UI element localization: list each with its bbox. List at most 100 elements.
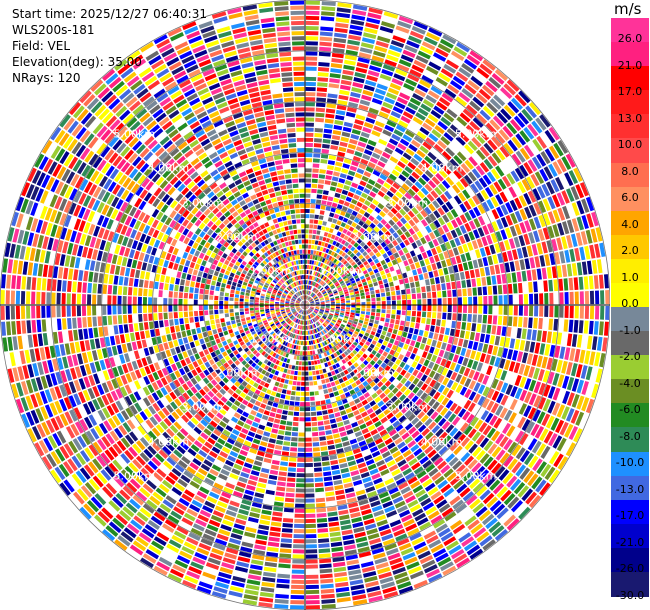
radar-gate xyxy=(277,434,284,440)
radar-gate xyxy=(484,354,491,364)
radar-gate xyxy=(580,365,588,379)
radar-gate xyxy=(291,390,296,396)
radar-gate xyxy=(440,358,447,367)
radar-gate xyxy=(341,359,347,365)
radar-gate xyxy=(248,344,254,350)
radar-gate xyxy=(195,453,205,462)
radar-gate xyxy=(120,469,132,481)
radar-gate xyxy=(416,317,421,323)
radar-gate xyxy=(239,503,251,511)
radar-gate xyxy=(325,356,330,362)
radar-gate xyxy=(159,282,164,290)
radar-gate xyxy=(295,306,300,309)
radar-gate xyxy=(20,198,29,213)
radar-gate xyxy=(443,351,450,359)
radar-gate xyxy=(301,366,305,371)
radar-gate xyxy=(432,363,439,372)
radar-gate xyxy=(125,407,134,418)
radar-gate xyxy=(343,539,355,546)
radar-gate xyxy=(306,320,309,325)
radar-gate xyxy=(41,278,47,291)
radar-gate xyxy=(319,319,324,323)
radar-gate xyxy=(136,241,143,251)
radar-gate xyxy=(141,528,155,539)
radar-gate xyxy=(278,563,291,569)
radar-gate xyxy=(39,347,46,361)
radar-gate xyxy=(571,334,578,347)
radar-gate xyxy=(190,527,203,537)
radar-gate xyxy=(219,257,226,263)
radar-gate xyxy=(124,384,133,395)
radar-gate xyxy=(209,552,223,561)
radar-gate xyxy=(260,309,265,312)
radar-gate xyxy=(270,526,281,532)
radar-gate xyxy=(166,543,180,554)
radar-gate xyxy=(285,324,289,329)
radar-gate xyxy=(290,447,298,452)
radar-gate xyxy=(452,460,463,471)
radar-gate xyxy=(258,424,266,430)
radar-gate xyxy=(310,313,314,318)
radar-gate xyxy=(305,371,309,376)
radar-gate xyxy=(172,435,182,444)
radar-gate xyxy=(248,325,254,330)
radar-gate xyxy=(500,489,512,502)
radar-gate xyxy=(206,424,215,432)
radar-gate xyxy=(305,508,316,513)
radar-gate xyxy=(349,317,354,321)
radar-gate xyxy=(428,331,434,339)
radar-gate xyxy=(471,462,482,473)
radar-gate xyxy=(297,308,301,311)
radar-gate xyxy=(417,305,422,311)
radar-gate xyxy=(178,264,184,272)
radar-gate xyxy=(300,310,303,314)
radar-gate xyxy=(425,506,437,516)
radar-gate xyxy=(364,332,370,337)
radar-gate xyxy=(158,305,163,313)
radar-gate xyxy=(397,538,410,547)
radar-gate xyxy=(235,518,247,526)
radar-gate xyxy=(219,433,229,441)
radar-gate xyxy=(423,359,430,367)
radar-gate xyxy=(249,305,254,308)
radar-gate xyxy=(211,280,216,286)
radar-gate xyxy=(265,296,270,300)
radar-gate xyxy=(391,305,396,310)
radar-gate xyxy=(109,264,116,275)
radar-gate xyxy=(373,377,380,384)
radar-gate xyxy=(140,557,154,569)
radar-gate xyxy=(186,371,194,380)
radar-gate xyxy=(39,205,48,220)
radar-gate xyxy=(404,436,413,445)
radar-gate xyxy=(285,117,295,123)
radar-gate xyxy=(448,336,454,344)
radar-gate xyxy=(542,398,551,412)
radar-gate xyxy=(279,548,292,554)
radar-gate xyxy=(464,331,471,340)
radar-gate xyxy=(246,350,252,356)
radar-gate xyxy=(312,318,315,323)
radar-gate xyxy=(199,372,206,380)
radar-gate xyxy=(260,363,266,369)
radar-gate xyxy=(388,403,397,411)
radar-gate xyxy=(290,301,295,303)
radar-gate xyxy=(415,398,423,407)
radar-gate xyxy=(216,281,221,287)
radar-gate xyxy=(107,305,112,315)
radar-gate xyxy=(164,217,173,226)
radar-gate xyxy=(217,400,225,407)
radar-gate xyxy=(148,346,155,355)
radar-gate xyxy=(17,229,25,244)
radar-gate xyxy=(283,329,287,334)
radar-gate xyxy=(335,350,341,356)
radar-gate xyxy=(599,352,606,368)
radar-gate xyxy=(384,437,393,446)
radar-gate xyxy=(407,333,413,340)
radar-gate xyxy=(437,394,445,403)
radar-gate xyxy=(57,357,64,370)
radar-gate xyxy=(132,540,147,552)
radar-gate xyxy=(461,322,467,330)
radar-gate xyxy=(92,305,97,316)
radar-gate xyxy=(270,305,274,307)
radar-gate xyxy=(259,380,266,386)
